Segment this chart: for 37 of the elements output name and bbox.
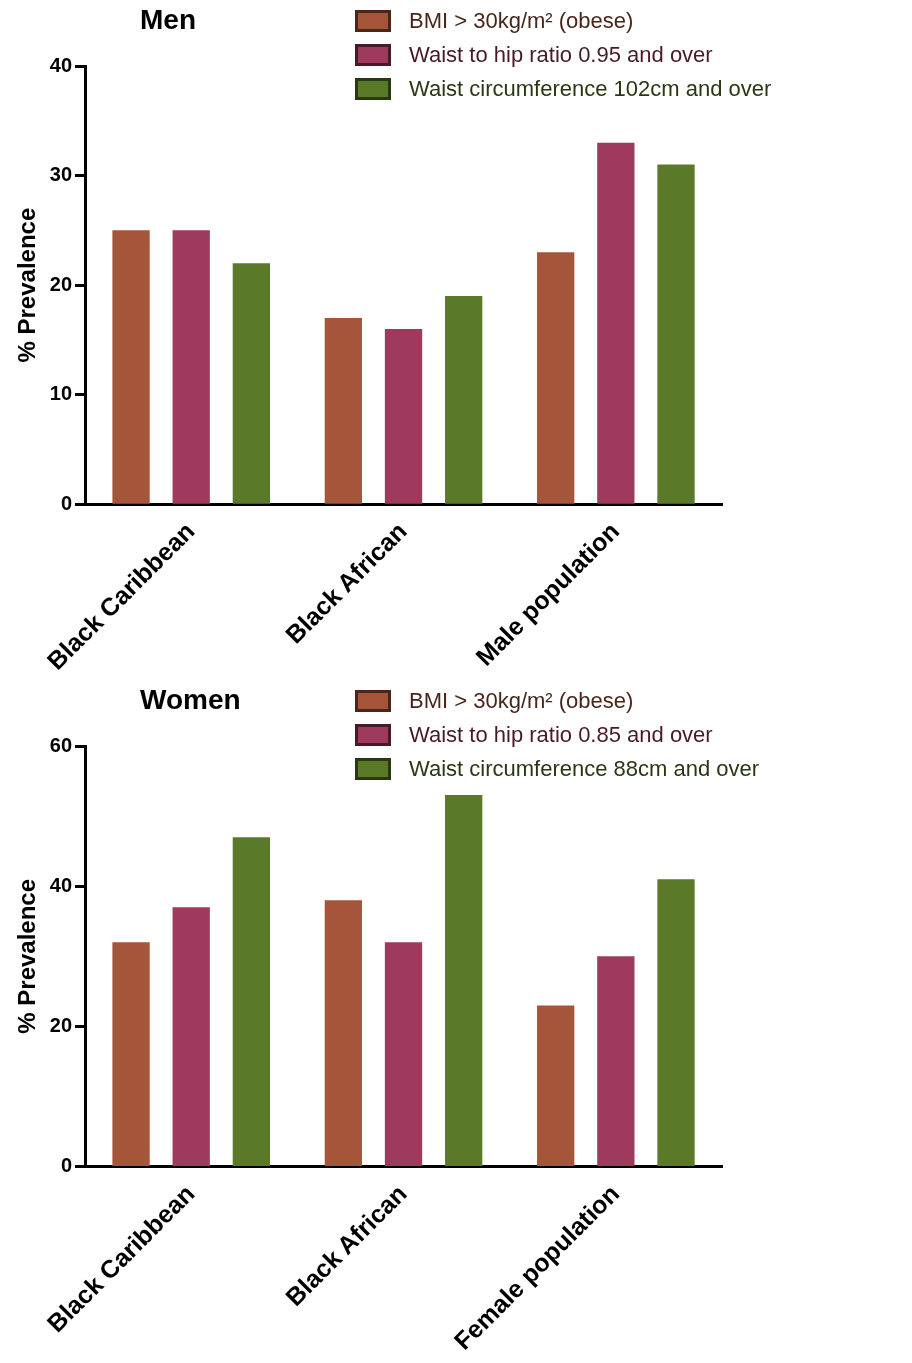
legend-label: Waist to hip ratio 0.85 and over (409, 722, 713, 748)
bar (112, 942, 150, 1167)
bar (172, 230, 210, 504)
bar (232, 263, 271, 504)
y-tick-label: 40 (49, 53, 73, 76)
bar (324, 900, 363, 1167)
legend-label: Waist circumference 102cm and over (409, 76, 772, 102)
bar (537, 252, 575, 504)
legend-label: BMI > 30kg/m² (obese) (409, 688, 634, 714)
y-tick-label: 10 (49, 382, 73, 405)
bar (597, 142, 635, 504)
legend-label: Waist to hip ratio 0.95 and over (409, 42, 713, 68)
y-tick-label: 0 (60, 1154, 73, 1177)
chart-title: Men (140, 4, 196, 36)
bar (537, 1005, 575, 1167)
legend-label: BMI > 30kg/m² (obese) (409, 8, 634, 34)
y-axis-title: % Prevalence (13, 878, 41, 1034)
bar (112, 230, 150, 504)
y-axis-title: % Prevalence (13, 207, 41, 363)
bar (172, 907, 210, 1167)
y-tick-label: 40 (49, 873, 73, 896)
bar (232, 837, 271, 1167)
bar (445, 795, 483, 1167)
bar (657, 164, 695, 504)
bar (324, 318, 363, 504)
y-tick-label: 30 (49, 163, 73, 186)
legend-label: Waist circumference 88cm and over (409, 756, 760, 782)
y-tick-label: 60 (49, 733, 73, 756)
bar (384, 942, 423, 1167)
bar (597, 956, 635, 1167)
bar (445, 296, 483, 504)
bar (384, 328, 423, 504)
y-tick-label: 20 (49, 1013, 73, 1036)
bar (657, 879, 695, 1167)
y-tick-label: 20 (49, 272, 73, 295)
chart-title: Women (140, 684, 241, 716)
y-tick-label: 0 (60, 491, 73, 514)
